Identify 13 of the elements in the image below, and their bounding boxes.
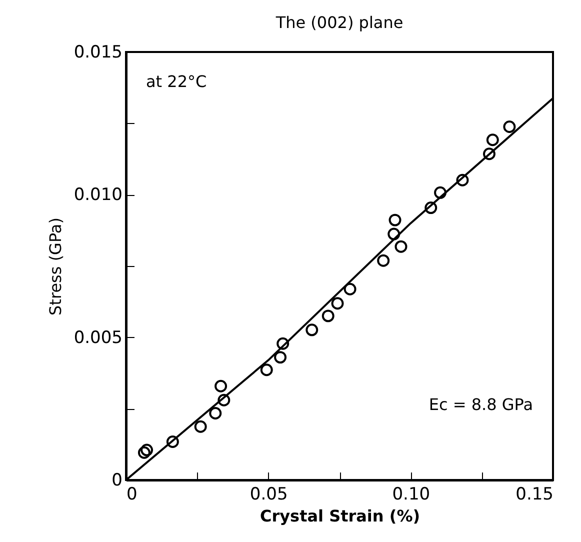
- y-axis-title: Stress (GPa): [46, 218, 65, 316]
- annotation: at 22°C: [146, 72, 207, 91]
- y-tick-label: 0: [112, 470, 122, 490]
- annotation: Ec = 8.8 GPa: [428, 395, 533, 414]
- y-tick-label: 0.015: [74, 42, 122, 62]
- x-tick-label: 0.10: [392, 484, 430, 504]
- y-tick-label: 0.010: [74, 185, 122, 206]
- y-tick-label: 0.005: [74, 328, 122, 348]
- x-axis-title: Crystal Strain (%): [260, 506, 420, 526]
- x-tick-label: 0.15: [516, 484, 554, 504]
- text: 0.05: [250, 484, 288, 504]
- chart-title: The (002) plane: [274, 13, 404, 32]
- x-tick-label: 0: [126, 484, 138, 504]
